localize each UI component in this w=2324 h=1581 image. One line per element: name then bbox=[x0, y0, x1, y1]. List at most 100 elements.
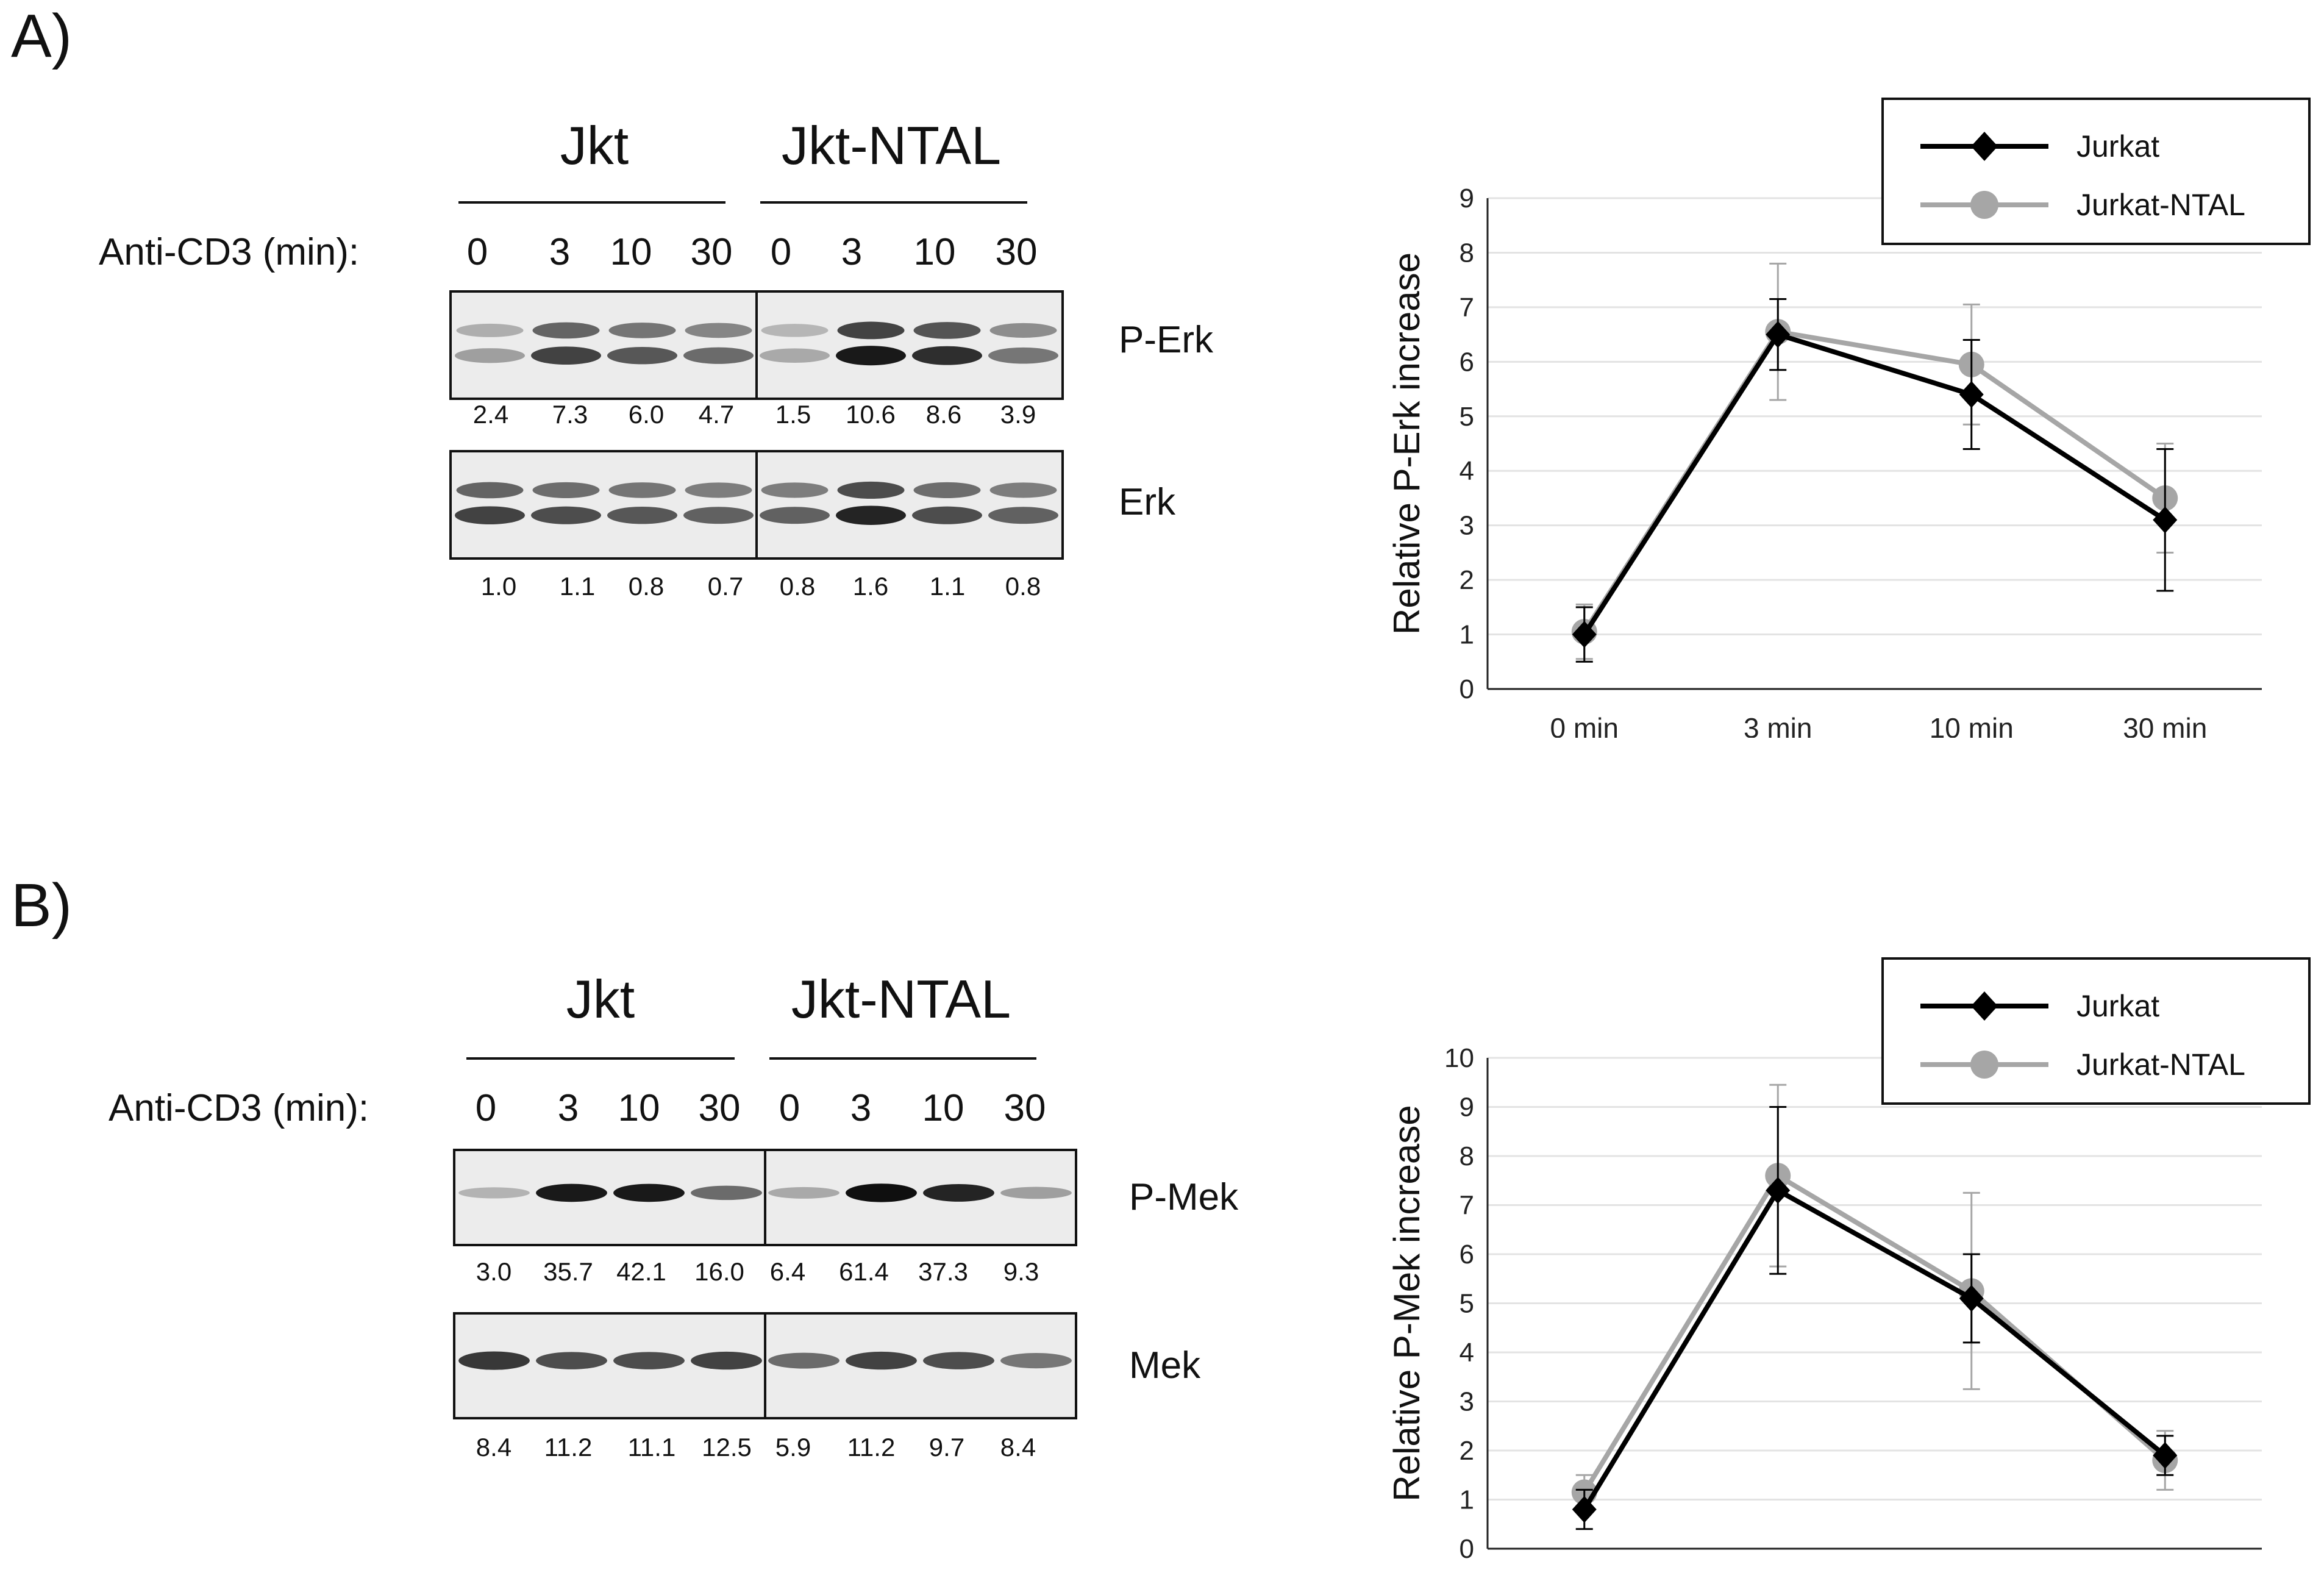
quant-value: 8.4 bbox=[1000, 1433, 1036, 1461]
quant-value: 6.4 bbox=[769, 1257, 806, 1286]
quant-value: 2.4 bbox=[472, 400, 509, 429]
blot-band bbox=[531, 506, 601, 524]
blot-band bbox=[691, 1185, 762, 1201]
quant-value: 0.8 bbox=[628, 572, 665, 601]
y-tick-label: 9 bbox=[1460, 1093, 1474, 1122]
blot-band bbox=[613, 1352, 685, 1369]
quant-value: 1.1 bbox=[929, 572, 966, 601]
panel-b-label: B) bbox=[11, 871, 72, 940]
panel-a-ntal-underline bbox=[760, 201, 1027, 204]
quant-value: 9.3 bbox=[1003, 1257, 1039, 1286]
blot-band bbox=[456, 482, 524, 499]
y-tick-label: 3 bbox=[1460, 1387, 1474, 1417]
protein-label-erk: Erk bbox=[1119, 481, 1175, 523]
blot-band bbox=[532, 322, 600, 339]
blot-band bbox=[913, 322, 981, 339]
blot-band bbox=[761, 482, 829, 498]
blot-band bbox=[761, 324, 829, 337]
series-line bbox=[1582, 329, 2167, 633]
x-tick-label: 10 min bbox=[1930, 1572, 2014, 1573]
time-label: 10 bbox=[618, 1087, 660, 1129]
chart-p-mek: 0 1 2 3 4 5 6 7 8 9 10 0 min 3 min 10 min 30 min Relati… bbox=[1386, 957, 2311, 1573]
legend-label: Jurkat bbox=[2076, 129, 2159, 163]
y-tick-label: 7 bbox=[1460, 293, 1474, 323]
data-point bbox=[1959, 1285, 1984, 1312]
quant-value: 12.5 bbox=[702, 1433, 752, 1461]
y-tick-label: 1 bbox=[1460, 620, 1474, 650]
panel-b-condition-label: Anti-CD3 (min): bbox=[109, 1087, 369, 1129]
quant-value: 1.6 bbox=[852, 572, 889, 601]
blot-band bbox=[923, 1183, 994, 1202]
quant-value: 0.7 bbox=[707, 572, 744, 601]
blot-band bbox=[988, 507, 1058, 524]
blot-band bbox=[837, 481, 905, 499]
y-tick-label: 0 bbox=[1460, 674, 1474, 704]
quant-value: 61.4 bbox=[839, 1257, 889, 1286]
blot-band bbox=[685, 323, 752, 338]
blot-p-mek bbox=[453, 1149, 1077, 1246]
time-label: 10 bbox=[913, 231, 956, 273]
quant-value: 3.0 bbox=[476, 1257, 512, 1286]
y-tick-label: 7 bbox=[1460, 1191, 1474, 1221]
chart-p-erk: 0 1 2 3 4 5 6 7 8 9 0 min 3 min 10 min 30 min Relative… bbox=[1386, 98, 2311, 738]
time-label: 30 bbox=[698, 1087, 741, 1129]
time-label: 0 bbox=[475, 1087, 497, 1129]
blot-p-erk bbox=[449, 290, 1064, 400]
time-label: 0 bbox=[779, 1087, 800, 1129]
quant-value: 11.1 bbox=[627, 1433, 676, 1461]
data-point bbox=[2153, 1442, 2178, 1469]
x-tick-label: 0 min bbox=[1550, 712, 1619, 738]
time-label: 3 bbox=[841, 231, 863, 273]
blot-band bbox=[912, 506, 982, 524]
quant-value: 6.0 bbox=[628, 400, 665, 429]
panel-a-group-jkt-ntal: Jkt-NTAL bbox=[781, 115, 1002, 176]
time-label: 3 bbox=[549, 231, 571, 273]
time-label: 0 bbox=[466, 231, 488, 273]
panel-b-jkt-underline bbox=[466, 1057, 735, 1060]
quant-value: 3.9 bbox=[1000, 400, 1036, 429]
quant-value: 4.7 bbox=[698, 400, 735, 429]
series-line bbox=[1582, 331, 2167, 636]
quant-value: 35.7 bbox=[543, 1257, 593, 1286]
quant-value: 37.3 bbox=[918, 1257, 968, 1286]
blot-band bbox=[456, 323, 524, 337]
quant-value: 11.2 bbox=[544, 1433, 593, 1461]
quant-value: 5.9 bbox=[775, 1433, 811, 1461]
quant-value: 42.1 bbox=[616, 1257, 666, 1286]
time-label: 10 bbox=[922, 1087, 964, 1129]
blot-band bbox=[532, 482, 600, 498]
legend-marker bbox=[1971, 132, 1998, 161]
data-point bbox=[1959, 381, 1984, 408]
panel-a-condition-label: Anti-CD3 (min): bbox=[99, 231, 360, 273]
blot-erk bbox=[449, 450, 1064, 560]
blot-band bbox=[607, 506, 677, 524]
series-line bbox=[1582, 1187, 2167, 1511]
data-point bbox=[2153, 506, 2178, 534]
blot-band bbox=[836, 346, 906, 366]
panel-a-jkt-underline bbox=[458, 201, 725, 204]
blot-band bbox=[760, 507, 830, 524]
blot-band bbox=[455, 348, 525, 363]
time-label: 3 bbox=[850, 1087, 872, 1129]
blot-band bbox=[846, 1351, 917, 1370]
quant-value: 9.7 bbox=[929, 1433, 965, 1461]
blot-band bbox=[458, 1187, 530, 1199]
y-tick-label: 8 bbox=[1460, 238, 1474, 268]
x-tick-label: 30 min bbox=[2123, 1572, 2207, 1573]
panel-a-group-jkt: Jkt bbox=[560, 115, 629, 176]
y-tick-label: 6 bbox=[1460, 347, 1474, 377]
quant-value: 0.8 bbox=[779, 572, 816, 601]
quant-value: 16.0 bbox=[694, 1257, 744, 1286]
legend-label: Jurkat bbox=[2076, 989, 2159, 1023]
blot-band bbox=[768, 1352, 839, 1369]
blot-band bbox=[846, 1183, 917, 1202]
y-tick-label: 10 bbox=[1444, 1043, 1474, 1073]
series-line bbox=[1582, 1172, 2167, 1494]
y-axis-label: Relative P-Mek increase bbox=[1386, 1105, 1427, 1501]
y-tick-label: 3 bbox=[1460, 511, 1474, 541]
y-tick-label: 4 bbox=[1460, 1338, 1474, 1368]
blot-band bbox=[1000, 1353, 1072, 1369]
blot-band bbox=[1000, 1187, 1072, 1199]
blot-band bbox=[455, 506, 525, 525]
time-label: 30 bbox=[1003, 1087, 1046, 1129]
